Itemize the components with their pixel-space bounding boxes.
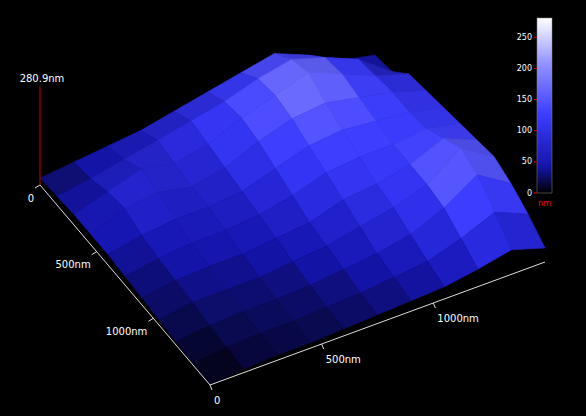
svg-text:nm: nm <box>538 199 551 208</box>
svg-text:280.9nm: 280.9nm <box>20 73 65 84</box>
svg-text:0: 0 <box>527 189 532 198</box>
svg-text:50: 50 <box>522 157 532 166</box>
svg-text:100: 100 <box>517 126 532 135</box>
svg-text:250: 250 <box>517 33 532 42</box>
svg-text:0: 0 <box>28 193 34 204</box>
svg-text:200: 200 <box>517 64 532 73</box>
svg-text:500nm: 500nm <box>326 354 361 365</box>
svg-text:1000nm: 1000nm <box>106 326 148 337</box>
svg-text:150: 150 <box>517 95 532 104</box>
svg-text:1000nm: 1000nm <box>437 313 479 324</box>
svg-text:0: 0 <box>214 395 220 406</box>
svg-text:500nm: 500nm <box>55 259 90 270</box>
